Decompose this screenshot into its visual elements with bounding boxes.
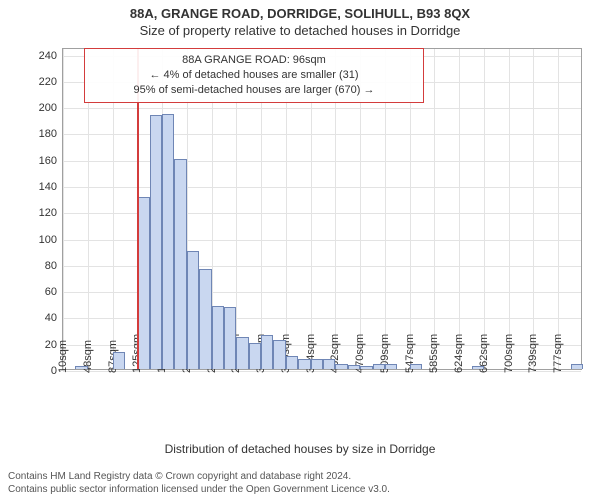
histogram-bar [360, 366, 372, 369]
page-subtitle: Size of property relative to detached ho… [0, 21, 600, 38]
histogram-bar [286, 356, 298, 369]
gridline-v [484, 49, 485, 369]
y-tick-label: 180 [39, 128, 57, 140]
histogram-bar [75, 366, 87, 369]
annotation-box: 88A GRANGE ROAD: 96sqm ← 4% of detached … [84, 48, 424, 103]
y-tick-label: 20 [45, 339, 57, 351]
histogram-bar [373, 364, 385, 369]
gridline-h [63, 161, 581, 162]
gridline-v [63, 49, 64, 369]
footer: Contains HM Land Registry data © Crown c… [8, 470, 592, 496]
histogram-bar [348, 365, 360, 369]
histogram-bar [311, 359, 323, 370]
gridline-h [63, 187, 581, 188]
histogram-bar [187, 251, 199, 369]
footer-line-2: Contains public sector information licen… [8, 483, 592, 496]
x-tick-label: 624sqm [453, 334, 465, 373]
histogram-bar [174, 159, 186, 369]
histogram-bar [224, 307, 236, 369]
histogram-bar [236, 337, 248, 369]
y-tick-label: 140 [39, 181, 57, 193]
gridline-v [533, 49, 534, 369]
histogram-bar [113, 352, 125, 369]
histogram-bar [162, 114, 174, 369]
histogram-bar [472, 366, 484, 369]
x-tick-label: 739sqm [527, 334, 539, 373]
annotation-line-2: ← 4% of detached houses are smaller (31) [93, 68, 415, 83]
x-tick-label: 777sqm [552, 334, 564, 373]
histogram-bar [261, 335, 273, 369]
figure-container: 88A, GRANGE ROAD, DORRIDGE, SOLIHULL, B9… [0, 0, 600, 500]
x-tick-label: 585sqm [428, 334, 440, 373]
x-axis-label: Distribution of detached houses by size … [0, 442, 600, 456]
histogram-bar [249, 343, 261, 369]
histogram-bar [199, 269, 211, 369]
y-tick-label: 100 [39, 234, 57, 246]
histogram-bar [323, 359, 335, 370]
histogram-bar [273, 340, 285, 369]
y-tick-label: 80 [45, 260, 57, 272]
x-tick-label: 700sqm [503, 334, 515, 373]
histogram-bar [410, 364, 422, 369]
histogram-bar [335, 364, 347, 369]
gridline-v [434, 49, 435, 369]
footer-line-1: Contains HM Land Registry data © Crown c… [8, 470, 592, 483]
y-tick-label: 40 [45, 312, 57, 324]
x-tick-label: 10sqm [57, 340, 69, 373]
y-tick-label: 200 [39, 102, 57, 114]
gridline-h [63, 108, 581, 109]
y-tick-label: 240 [39, 50, 57, 62]
y-tick-label: 120 [39, 207, 57, 219]
gridline-h [63, 134, 581, 135]
gridline-v [558, 49, 559, 369]
gridline-v [459, 49, 460, 369]
histogram-bar [150, 115, 162, 369]
histogram-bar [571, 364, 583, 369]
histogram-bar [298, 359, 310, 370]
y-tick-label: 220 [39, 76, 57, 88]
annotation-line-3: 95% of semi-detached houses are larger (… [93, 83, 415, 98]
annotation-line-1: 88A GRANGE ROAD: 96sqm [93, 53, 415, 68]
histogram-bar [212, 306, 224, 369]
gridline-v [509, 49, 510, 369]
page-title: 88A, GRANGE ROAD, DORRIDGE, SOLIHULL, B9… [0, 0, 600, 21]
y-tick-label: 60 [45, 286, 57, 298]
y-tick-label: 160 [39, 155, 57, 167]
histogram-bar [385, 364, 397, 369]
